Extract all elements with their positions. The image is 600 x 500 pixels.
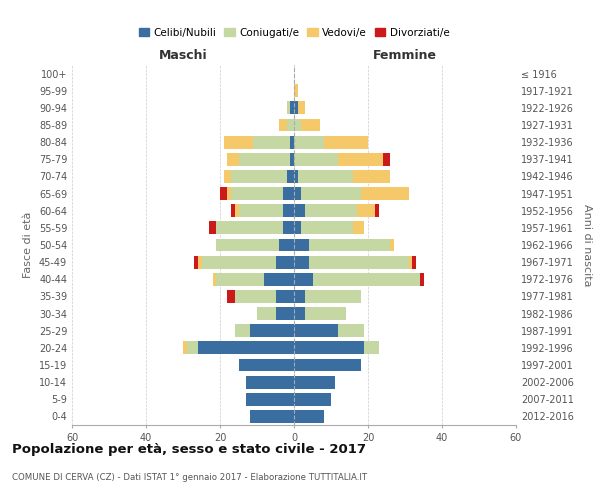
Bar (353, 222, 364, 234)
Bar (294, 376, 335, 388)
Bar (287, 102, 290, 114)
Bar (294, 170, 298, 183)
Bar (301, 187, 361, 200)
Bar (287, 118, 294, 132)
Bar (275, 256, 294, 268)
Bar (279, 238, 294, 252)
Bar (209, 222, 217, 234)
Bar (294, 273, 313, 285)
Bar (275, 307, 294, 320)
Text: Femmine: Femmine (373, 50, 437, 62)
Bar (231, 187, 283, 200)
Bar (257, 307, 275, 320)
Bar (198, 256, 202, 268)
Bar (357, 204, 376, 217)
Bar (253, 136, 290, 148)
Bar (412, 256, 416, 268)
Bar (294, 393, 331, 406)
Bar (294, 410, 323, 423)
Bar (290, 153, 294, 166)
Bar (239, 358, 294, 372)
Text: COMUNE DI CERVA (CZ) - Dati ISTAT 1° gennaio 2017 - Elaborazione TUTTITALIA.IT: COMUNE DI CERVA (CZ) - Dati ISTAT 1° gen… (12, 473, 367, 482)
Bar (216, 238, 279, 252)
Bar (246, 376, 294, 388)
Bar (283, 187, 294, 200)
Bar (287, 170, 294, 183)
Bar (283, 222, 294, 234)
Bar (265, 273, 294, 285)
Bar (338, 153, 383, 166)
Bar (301, 118, 320, 132)
Bar (294, 153, 338, 166)
Bar (361, 187, 409, 200)
Bar (309, 256, 409, 268)
Bar (294, 307, 305, 320)
Bar (294, 187, 301, 200)
Bar (290, 136, 294, 148)
Bar (376, 204, 379, 217)
Bar (298, 170, 353, 183)
Bar (294, 222, 301, 234)
Bar (353, 170, 390, 183)
Bar (235, 204, 239, 217)
Text: Maschi: Maschi (158, 50, 208, 62)
Bar (294, 324, 338, 337)
Bar (420, 273, 424, 285)
Bar (364, 342, 379, 354)
Bar (187, 342, 198, 354)
Bar (294, 102, 298, 114)
Bar (216, 222, 283, 234)
Bar (227, 153, 239, 166)
Bar (279, 118, 287, 132)
Bar (390, 238, 394, 252)
Bar (323, 136, 368, 148)
Bar (294, 256, 309, 268)
Bar (383, 153, 390, 166)
Bar (290, 102, 294, 114)
Bar (212, 273, 217, 285)
Bar (246, 393, 294, 406)
Bar (235, 290, 275, 303)
Bar (305, 290, 361, 303)
Bar (313, 273, 420, 285)
Bar (224, 170, 231, 183)
Bar (283, 204, 294, 217)
Bar (231, 204, 235, 217)
Bar (301, 222, 353, 234)
Bar (202, 256, 275, 268)
Bar (305, 307, 346, 320)
Bar (294, 290, 305, 303)
Bar (194, 256, 198, 268)
Bar (220, 187, 227, 200)
Bar (198, 342, 294, 354)
Bar (235, 324, 250, 337)
Y-axis label: Anni di nascita: Anni di nascita (582, 204, 592, 286)
Y-axis label: Fasce di età: Fasce di età (23, 212, 33, 278)
Bar (227, 187, 231, 200)
Bar (231, 170, 287, 183)
Bar (409, 256, 412, 268)
Bar (238, 204, 283, 217)
Text: Popolazione per età, sesso e stato civile - 2017: Popolazione per età, sesso e stato civil… (12, 442, 366, 456)
Bar (250, 410, 294, 423)
Bar (250, 324, 294, 337)
Bar (305, 204, 357, 217)
Bar (294, 358, 361, 372)
Bar (309, 238, 390, 252)
Bar (239, 153, 290, 166)
Bar (294, 118, 301, 132)
Bar (294, 136, 323, 148)
Bar (298, 102, 305, 114)
Legend: Celibi/Nubili, Coniugati/e, Vedovi/e, Divorziati/e: Celibi/Nubili, Coniugati/e, Vedovi/e, Di… (134, 24, 454, 42)
Bar (216, 273, 265, 285)
Bar (338, 324, 364, 337)
Bar (183, 342, 187, 354)
Bar (294, 204, 305, 217)
Bar (227, 290, 235, 303)
Bar (224, 136, 253, 148)
Bar (294, 342, 364, 354)
Bar (294, 84, 298, 97)
Bar (294, 238, 309, 252)
Bar (275, 290, 294, 303)
